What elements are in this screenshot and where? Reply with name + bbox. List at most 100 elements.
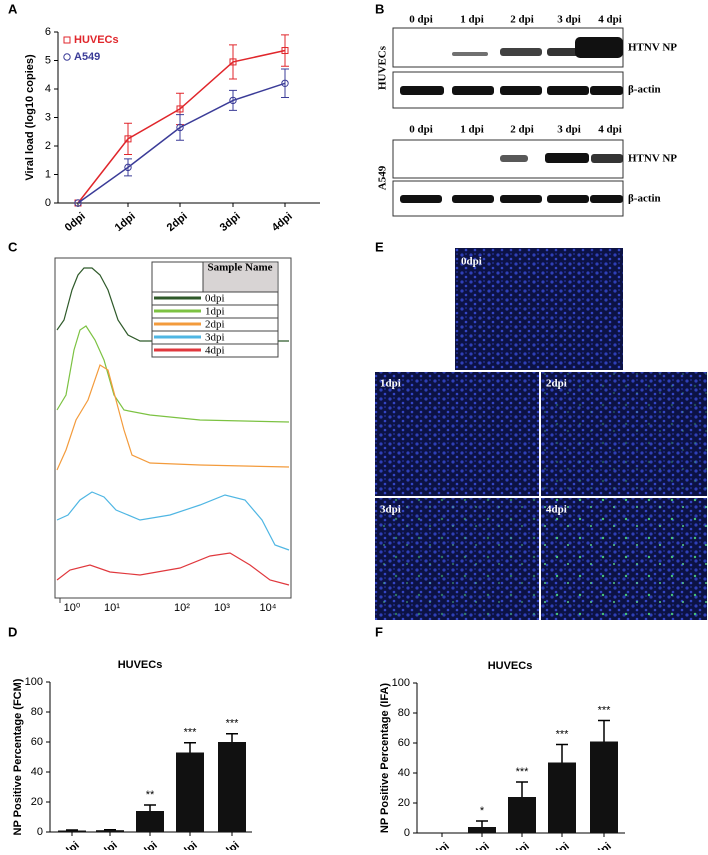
error-bar <box>226 734 238 742</box>
x-tick-label: 2dpi <box>507 840 532 850</box>
x-tick-label: 4dpi <box>270 210 295 234</box>
band-label: HTNV NP <box>628 42 677 54</box>
panel-label: E <box>375 239 384 254</box>
lane-label: 0 dpi <box>409 14 433 26</box>
y-tick-label: 1 <box>45 168 51 180</box>
legend-label: 3dpi <box>205 332 225 344</box>
lane-label: 4 dpi <box>598 124 622 136</box>
band-label: β-actin <box>628 193 661 205</box>
error-bar <box>476 821 488 827</box>
lane-label: 0 dpi <box>409 124 433 136</box>
x-tick-label: 2dpi <box>165 210 190 234</box>
y-tick-label: 0 <box>37 826 43 838</box>
significance: *** <box>598 704 612 716</box>
chart-title: HUVECs <box>118 659 163 671</box>
x-tick-label: 10¹ <box>104 602 120 614</box>
significance: * <box>480 805 485 817</box>
legend-marker <box>64 54 70 60</box>
bar <box>548 763 576 834</box>
y-tick-label: 40 <box>31 766 43 778</box>
lane-label: 2 dpi <box>510 14 534 26</box>
panel-label: A <box>8 1 18 16</box>
x-tick-label: 0dpi <box>57 839 82 850</box>
x-tick-label: 3dpi <box>218 210 243 234</box>
image-label: 4dpi <box>546 504 567 516</box>
legend-label: A549 <box>74 51 100 63</box>
image-label: 3dpi <box>380 504 401 516</box>
legend-label: 2dpi <box>205 319 225 331</box>
bar <box>136 811 164 832</box>
bar <box>508 797 536 833</box>
x-tick-label: 3dpi <box>175 839 200 850</box>
y-tick-label: 0 <box>404 827 410 839</box>
legend-marker <box>64 37 70 43</box>
y-tick-label: 40 <box>398 767 410 779</box>
series-line <box>78 83 285 203</box>
y-tick-label: 5 <box>45 54 51 66</box>
error-bar <box>598 721 610 742</box>
image-label: 0dpi <box>461 256 482 268</box>
bar <box>218 742 246 832</box>
x-tick-label: 0dpi <box>63 210 88 234</box>
x-tick-label: 10⁰ <box>64 602 81 614</box>
panel-label: C <box>8 239 18 254</box>
chart-title: HUVECs <box>488 660 533 672</box>
y-tick-label: 0 <box>45 197 51 209</box>
y-axis-label: Viral load (log10 copies) <box>24 54 36 181</box>
significance: *** <box>556 728 570 740</box>
image-label: 1dpi <box>380 378 401 390</box>
bar <box>590 742 618 834</box>
significance: ** <box>146 789 155 801</box>
bar <box>176 753 204 833</box>
lane-label: 3 dpi <box>557 14 581 26</box>
y-tick-label: 60 <box>398 737 410 749</box>
bar <box>58 831 86 833</box>
lane-label: 3 dpi <box>557 124 581 136</box>
x-tick-label: 1dpi <box>467 840 492 850</box>
legend-label: 4dpi <box>205 345 225 357</box>
y-tick-label: 2 <box>45 140 51 152</box>
panel-label: F <box>375 624 383 639</box>
x-tick-label: 3dpi <box>547 840 572 850</box>
lane-label: 4 dpi <box>598 14 622 26</box>
legend-header: Sample Name <box>207 262 272 274</box>
y-tick-label: 4 <box>45 83 51 95</box>
band-label: β-actin <box>628 84 661 96</box>
y-tick-label: 6 <box>45 26 51 38</box>
error-bar <box>184 743 196 753</box>
significance: *** <box>184 727 198 739</box>
significance: *** <box>226 718 240 730</box>
error-bar <box>556 745 568 763</box>
ifa-images <box>375 248 707 620</box>
western-blot <box>393 28 623 216</box>
image-label: 2dpi <box>546 378 567 390</box>
x-tick-label: 4dpi <box>217 839 242 850</box>
x-tick-label: 0dpi <box>427 840 452 850</box>
bar <box>468 827 496 833</box>
y-tick-label: 60 <box>31 736 43 748</box>
y-axis-label: NP Positive Percentage (FCM) <box>12 678 24 835</box>
x-tick-label: 10⁴ <box>260 602 277 614</box>
panel-label: D <box>8 624 17 639</box>
cell-line-label: A549 <box>377 165 389 190</box>
error-bar <box>144 805 156 811</box>
bar <box>96 830 124 832</box>
x-tick-label: 4dpi <box>589 840 614 850</box>
y-tick-label: 20 <box>31 796 43 808</box>
lane-label: 1 dpi <box>460 124 484 136</box>
legend-label: HUVECs <box>74 34 119 46</box>
panel-label: B <box>375 1 384 16</box>
x-tick-label: 1dpi <box>113 210 138 234</box>
ifa-image <box>375 372 539 496</box>
y-axis-label: NP Positive Percentage (IFA) <box>379 683 391 834</box>
y-tick-label: 3 <box>45 111 51 123</box>
error-bar <box>516 782 528 797</box>
y-tick-label: 80 <box>398 707 410 719</box>
x-tick-label: 1dpi <box>95 839 120 850</box>
lane-label: 2 dpi <box>510 124 534 136</box>
y-tick-label: 80 <box>31 706 43 718</box>
significance: *** <box>516 766 530 778</box>
cell-line-label: HUVECs <box>377 45 389 90</box>
legend-label: 0dpi <box>205 293 225 305</box>
